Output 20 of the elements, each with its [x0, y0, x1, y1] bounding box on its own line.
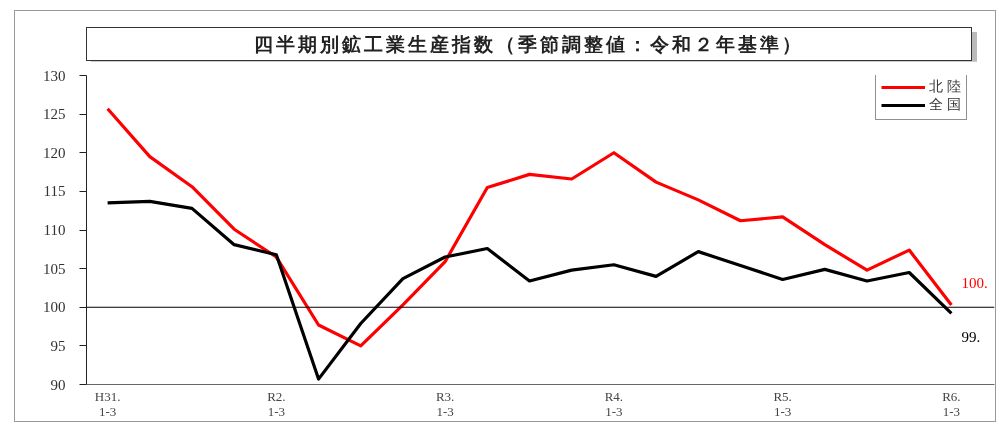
x-tick-label: R6. 1-3: [942, 388, 961, 419]
y-tick-label: 110: [43, 222, 66, 238]
legend-label: 北 陸: [929, 78, 962, 96]
x-tick-label: R5. 1-3: [773, 388, 792, 419]
y-tick-label: 125: [43, 106, 66, 123]
x-tick-label: R3. 1-3: [435, 388, 455, 419]
y-tick-label: 115: [43, 183, 66, 200]
y-tick-label: 120: [43, 144, 66, 161]
chart-title: 四半期別鉱工業生産指数（季節調整値：令和２年基準）: [254, 32, 804, 57]
x-tick-label: R4. 1-3: [604, 388, 624, 419]
y-tick-label: 130: [43, 67, 66, 84]
y-tick-label: 95: [50, 337, 66, 354]
y-tick-label: 105: [43, 260, 66, 277]
legend-label: 全 国: [929, 96, 962, 114]
data-label: 100.: [961, 274, 988, 291]
y-tick-label: 90: [50, 376, 66, 393]
y-tick-label: 100: [43, 299, 66, 316]
x-tick-label: H31. 1-3: [94, 388, 121, 419]
x-tick-label: R2. 1-3: [267, 388, 286, 419]
data-label: 99.: [961, 329, 981, 346]
